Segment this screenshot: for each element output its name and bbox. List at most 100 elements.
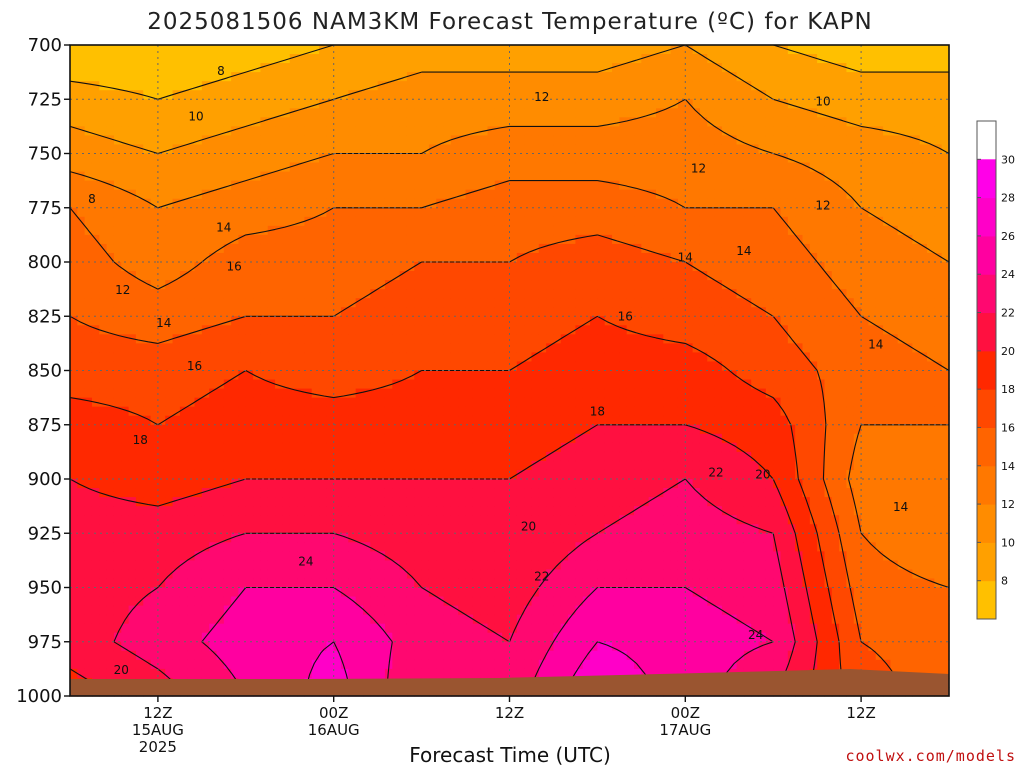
field-cell [319,460,327,471]
field-cell [91,497,100,507]
field-cell [443,659,452,670]
field-cell [150,488,159,498]
field-cell [355,497,364,507]
field-cell [253,352,262,363]
field-cell [128,63,137,73]
field-cell [113,45,122,55]
field-cell [209,442,218,453]
field-cell [370,153,379,164]
field-cell [289,234,298,245]
field-cell [70,469,78,480]
field-cell [121,162,130,173]
field-cell [421,433,430,444]
field-cell [201,216,210,227]
field-cell [70,668,78,679]
field-cell [428,668,437,679]
field-cell [560,325,569,335]
field-cell [194,108,203,118]
field-cell [377,659,386,670]
field-cell [165,243,174,254]
field-cell [414,605,423,616]
field-cell [106,153,115,164]
field-cell [150,153,159,164]
field-cell [245,641,254,652]
field-cell [443,343,452,354]
field-cell [194,488,203,498]
field-cell [553,189,562,200]
field-cell [172,289,181,299]
field-cell [304,63,313,73]
field-cell [70,45,78,55]
field-cell [399,189,408,200]
field-cell [99,45,108,55]
field-cell [84,632,93,643]
field-cell [157,614,166,625]
field-cell [392,162,401,173]
field-cell [341,262,349,272]
field-cell [231,524,240,534]
field-cell [70,325,78,335]
field-cell [187,488,196,498]
field-cell [253,361,262,372]
field-cell [319,415,327,426]
field-cell [150,180,159,191]
field-cell [231,298,240,308]
field-cell [187,415,196,426]
field-cell [201,352,210,363]
field-cell [458,171,467,182]
field-cell [392,433,401,444]
field-cell [333,596,342,607]
field-cell [458,361,467,372]
field-cell [377,126,386,137]
field-cell [135,569,144,580]
field-cell [282,171,291,182]
field-cell [260,126,269,137]
field-cell [348,243,357,254]
field-cell [341,542,349,552]
field-cell [209,45,218,55]
field-cell [319,289,327,299]
field-cell [99,262,108,272]
field-cell [282,488,291,498]
field-cell [509,533,518,543]
field-cell [84,343,93,354]
field-cell [187,361,196,372]
field-cell [253,262,262,272]
field-cell [480,397,489,408]
field-cell [568,551,577,561]
field-cell [341,623,349,634]
field-cell [165,415,174,426]
field-cell [201,388,210,399]
field-cell [494,379,503,390]
field-cell [421,451,430,462]
field-cell [384,542,393,552]
field-cell [546,406,555,417]
field-cell [392,488,401,498]
field-cell [187,63,196,73]
field-cell [216,515,225,525]
field-cell [70,442,78,453]
field-cell [275,524,284,534]
field-cell [450,406,459,417]
field-cell [428,650,437,661]
field-cell [201,433,210,444]
field-cell [106,433,115,444]
field-cell [187,451,196,462]
field-cell [113,587,122,598]
field-cell [428,72,437,82]
field-cell [560,198,569,209]
field-cell [157,551,166,561]
field-cell [187,433,196,444]
field-cell [245,361,254,372]
field-cell [216,668,225,679]
field-cell [238,379,247,390]
field-cell [487,225,496,236]
field-cell [209,108,218,118]
field-cell [135,307,144,317]
field-cell [311,578,320,589]
field-cell [333,632,342,643]
field-cell [370,605,379,616]
field-cell [319,334,327,344]
field-cell [450,388,459,399]
field-cell [487,45,496,55]
